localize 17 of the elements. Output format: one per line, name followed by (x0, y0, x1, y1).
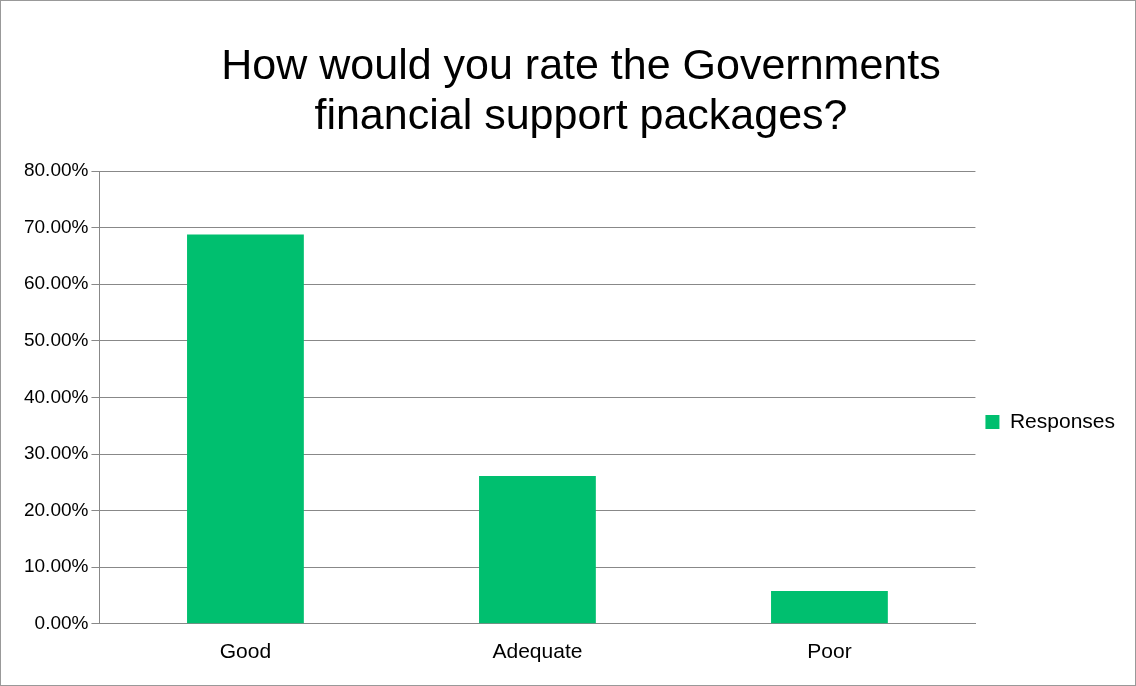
y-tick-label: 0.00% (34, 612, 89, 634)
bar (187, 234, 304, 624)
y-tick-label: 60.00% (23, 272, 89, 294)
bar (479, 476, 596, 624)
y-tick-label: 40.00% (23, 385, 89, 407)
x-tick-label: Adequate (492, 639, 583, 663)
bar (771, 590, 888, 624)
y-tick-label: 10.00% (23, 555, 89, 577)
y-tick-label: 50.00% (23, 329, 89, 351)
chart-title: How would you rate the Governments financial support packages? (220, 39, 942, 139)
y-tick-label: 20.00% (23, 498, 89, 520)
legend-label: Responses (1009, 408, 1115, 432)
y-tick-label: 30.00% (23, 442, 89, 464)
x-tick-label: Poor (807, 639, 852, 663)
y-tick-label: 70.00% (23, 215, 89, 237)
y-tick-label: 80.00% (23, 159, 89, 181)
x-tick-label: Good (219, 639, 272, 663)
